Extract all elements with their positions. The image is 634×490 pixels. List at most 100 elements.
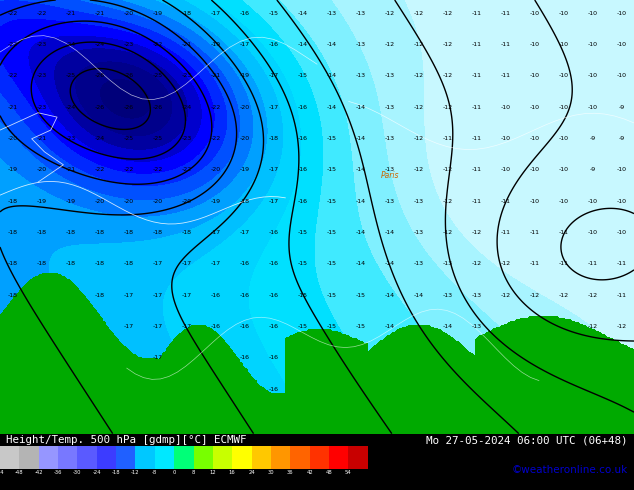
Text: -13: -13: [384, 198, 394, 204]
Text: -15: -15: [297, 230, 307, 235]
Text: -12: -12: [587, 293, 597, 298]
Text: -14: -14: [356, 167, 366, 172]
Text: -11: -11: [472, 136, 481, 141]
Text: -17: -17: [153, 261, 163, 267]
Text: -26: -26: [153, 104, 163, 110]
Text: -26: -26: [124, 104, 134, 110]
Text: -23: -23: [37, 42, 47, 47]
Text: -13: -13: [384, 167, 394, 172]
Text: -11: -11: [616, 293, 626, 298]
Text: -14: -14: [356, 104, 366, 110]
Bar: [0, 446, 20, 468]
Text: 42: 42: [306, 470, 313, 475]
Text: -10: -10: [616, 198, 626, 204]
Text: -14: -14: [356, 136, 366, 141]
Text: -17: -17: [210, 10, 221, 16]
Text: -24: -24: [65, 42, 76, 47]
Text: -54: -54: [0, 470, 4, 475]
Text: -18: -18: [153, 230, 162, 235]
Text: -14: -14: [327, 42, 337, 47]
Text: -12: -12: [131, 470, 139, 475]
Text: -21: -21: [181, 42, 191, 47]
Text: -13: -13: [384, 73, 394, 78]
Text: -25: -25: [153, 136, 163, 141]
Text: -12: -12: [500, 293, 510, 298]
Text: -12: -12: [471, 230, 481, 235]
Text: -11: -11: [529, 230, 540, 235]
Text: -21: -21: [65, 167, 75, 172]
Text: -17: -17: [124, 324, 134, 329]
Text: -11: -11: [500, 10, 510, 16]
Text: -22: -22: [124, 167, 134, 172]
Text: -20: -20: [210, 167, 221, 172]
Text: -12: -12: [384, 42, 394, 47]
Text: -22: -22: [94, 167, 105, 172]
Text: -18: -18: [66, 261, 75, 267]
Text: -14: -14: [356, 198, 366, 204]
Bar: [155, 446, 174, 468]
Bar: [329, 446, 348, 468]
Text: -11: -11: [472, 10, 481, 16]
Text: -14: -14: [327, 104, 337, 110]
Text: -17: -17: [268, 167, 278, 172]
Bar: [193, 446, 213, 468]
Text: -22: -22: [152, 167, 163, 172]
Text: -12: -12: [443, 42, 453, 47]
Text: -22: -22: [210, 136, 221, 141]
Text: -17: -17: [268, 198, 278, 204]
Text: -15: -15: [269, 10, 278, 16]
Text: -11: -11: [616, 261, 626, 267]
Bar: [174, 446, 193, 468]
Text: -14: -14: [327, 73, 337, 78]
Text: -16: -16: [269, 387, 278, 392]
Text: -12: -12: [384, 10, 394, 16]
Text: -30: -30: [73, 470, 82, 475]
Text: -10: -10: [529, 73, 540, 78]
Text: -21: -21: [37, 136, 47, 141]
Text: 8: 8: [192, 470, 195, 475]
Text: -17: -17: [210, 261, 221, 267]
Text: -14: -14: [443, 324, 453, 329]
Text: -12: -12: [443, 198, 453, 204]
Text: Mo 27-05-2024 06:00 UTC (06+48): Mo 27-05-2024 06:00 UTC (06+48): [426, 435, 628, 445]
Text: -15: -15: [327, 324, 337, 329]
Text: -11: -11: [472, 104, 481, 110]
Text: -15: -15: [327, 167, 337, 172]
Text: -14: -14: [384, 230, 394, 235]
Text: -13: -13: [443, 293, 453, 298]
Text: -13: -13: [471, 293, 481, 298]
Text: -11: -11: [500, 198, 510, 204]
Bar: [213, 446, 232, 468]
Text: -18: -18: [8, 198, 18, 204]
Text: -19: -19: [153, 10, 163, 16]
Text: -16: -16: [297, 104, 307, 110]
Text: -17: -17: [210, 230, 221, 235]
Text: -11: -11: [500, 73, 510, 78]
Text: -20: -20: [181, 198, 191, 204]
Text: -23: -23: [37, 73, 47, 78]
Bar: [97, 446, 116, 468]
Text: -24: -24: [94, 42, 105, 47]
Text: -17: -17: [268, 73, 278, 78]
Text: -23: -23: [37, 104, 47, 110]
Text: -13: -13: [356, 10, 366, 16]
Text: -14: -14: [384, 324, 394, 329]
Text: -11: -11: [500, 230, 510, 235]
Text: -17: -17: [240, 42, 250, 47]
Text: -12: -12: [443, 167, 453, 172]
Text: -24: -24: [93, 470, 101, 475]
Text: Paris: Paris: [380, 171, 399, 180]
Text: -24: -24: [65, 104, 76, 110]
Text: -20: -20: [153, 198, 163, 204]
Text: -19: -19: [210, 198, 221, 204]
Text: -25: -25: [153, 73, 163, 78]
Text: -24: -24: [181, 104, 191, 110]
Text: 54: 54: [345, 470, 352, 475]
Text: -21: -21: [65, 10, 75, 16]
Bar: [39, 446, 58, 468]
Text: -15: -15: [327, 261, 337, 267]
Text: -12: -12: [587, 324, 597, 329]
Text: 0: 0: [172, 470, 176, 475]
Text: -16: -16: [269, 293, 278, 298]
Text: -13: -13: [413, 230, 424, 235]
